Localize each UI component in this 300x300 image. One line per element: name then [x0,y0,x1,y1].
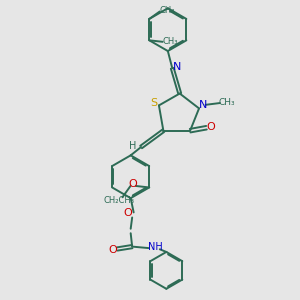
Text: CH₂CH₃: CH₂CH₃ [104,196,135,205]
Text: CH₃: CH₃ [162,37,178,46]
Text: N: N [173,62,182,72]
Text: O: O [128,178,136,189]
Text: S: S [150,98,158,108]
Text: O: O [207,122,215,132]
Text: CH₃: CH₃ [219,98,236,107]
Text: N: N [198,100,207,110]
Text: CH₃: CH₃ [159,6,175,15]
Text: NH: NH [148,242,162,252]
Text: O: O [108,245,117,255]
Text: H: H [129,141,136,151]
Text: O: O [123,208,132,218]
